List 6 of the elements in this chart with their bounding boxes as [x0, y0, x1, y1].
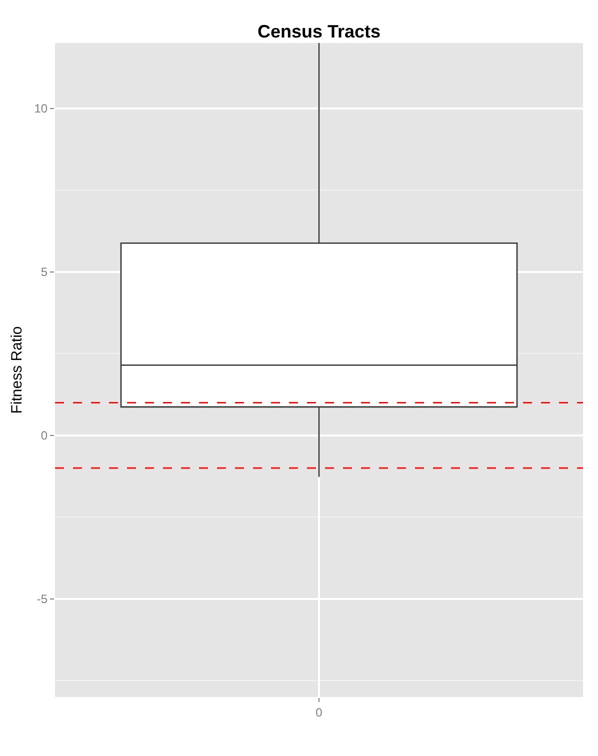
y-tick-label: -5 [36, 592, 48, 606]
y-tick-label: 0 [40, 428, 48, 443]
chart-title: Census Tracts [257, 21, 381, 42]
y-tick-label: 5 [40, 265, 48, 280]
y-tick-label: 10 [34, 102, 48, 116]
y-axis-title: Fitness Ratio [8, 326, 26, 414]
